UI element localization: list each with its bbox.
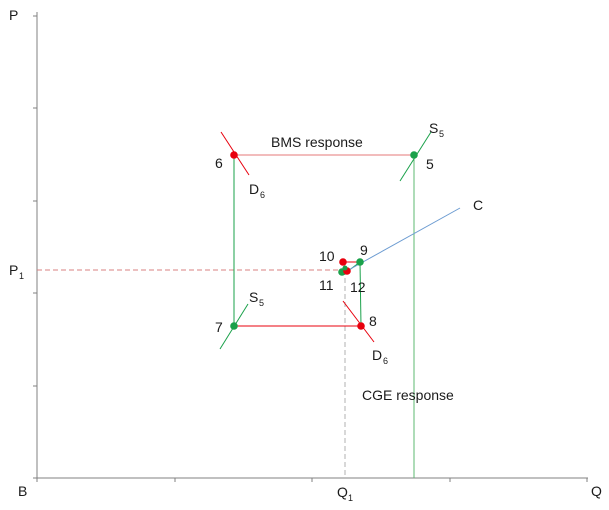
bms-response-label: BMS response [271,134,363,150]
point-12-label: 12 [350,279,366,295]
point-12-green [342,265,348,271]
d6-upper-label: D [249,181,259,197]
point-8 [357,322,365,330]
s5-upper-label: S [429,120,438,136]
point-5-label: 5 [426,156,434,172]
point-8-label: 8 [369,313,377,329]
point-6 [230,151,238,159]
point-10 [339,258,347,266]
x-axis-label: Q [591,483,602,499]
d6-lower-subscript: 6 [383,356,388,366]
q1-label: Q [337,484,348,500]
p1-label: P [9,262,18,278]
q1-subscript: 1 [348,493,353,503]
point-9-label: 9 [360,242,368,258]
point-11-label: 11 [319,277,334,293]
point-7 [230,322,238,330]
point-6-label: 6 [215,155,223,171]
point-10-label: 10 [319,248,335,264]
s5-upper-subscript: 5 [439,129,444,139]
point-7-label: 7 [215,319,223,335]
loop-line-8-to-9 [359,261,362,327]
y-axis-label: P [9,7,18,23]
p1-subscript: 1 [19,271,24,281]
d6-upper-subscript: 6 [260,190,265,200]
curve-c [344,207,461,273]
s5-lower-label: S [249,289,258,305]
point-9 [356,258,364,266]
cge-response-label: CGE response [362,387,454,403]
curve-c-label: C [473,197,483,213]
d6-lower-label: D [372,347,382,363]
s5-lower-subscript: 5 [259,298,264,308]
origin-label: B [18,483,27,499]
d6-lower-segment [342,300,375,343]
point-5 [410,151,418,159]
